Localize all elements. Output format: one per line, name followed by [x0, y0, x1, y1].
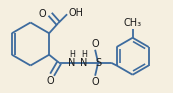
Text: N: N	[69, 58, 76, 68]
Text: O: O	[91, 77, 99, 87]
Text: OH: OH	[69, 8, 84, 18]
Text: H: H	[81, 50, 87, 59]
Text: N: N	[80, 58, 88, 68]
Text: O: O	[39, 9, 47, 19]
Text: CH₃: CH₃	[124, 18, 142, 28]
Text: O: O	[46, 76, 54, 86]
Text: H: H	[69, 50, 75, 59]
Text: S: S	[95, 58, 101, 68]
Text: O: O	[91, 39, 99, 49]
